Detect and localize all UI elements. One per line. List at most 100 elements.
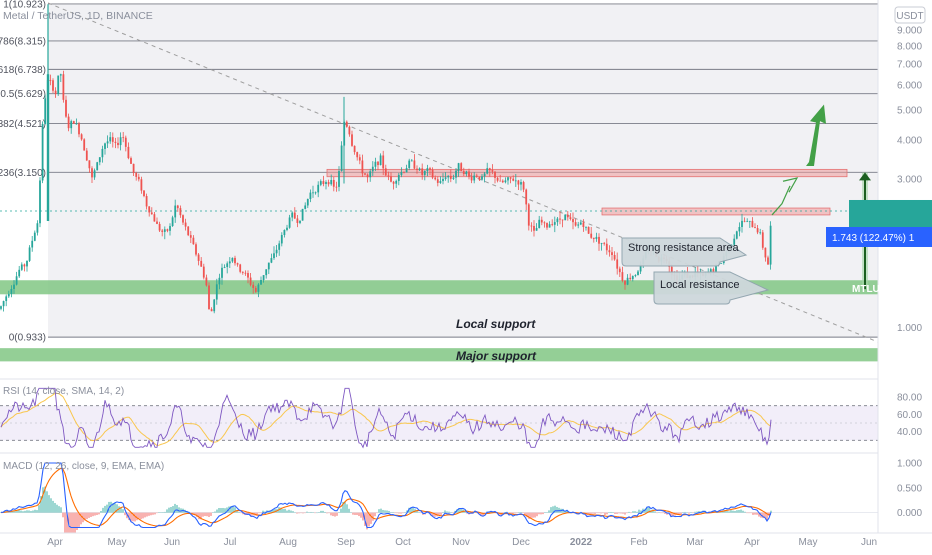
macd-hist-bar xyxy=(86,512,88,520)
macd-hist-bar xyxy=(498,512,500,515)
macd-hist-bar xyxy=(328,512,330,514)
candle-body xyxy=(104,143,106,149)
macd-hist-bar xyxy=(58,506,60,513)
macd-hist-bar xyxy=(344,501,346,513)
currency-badge[interactable]: USDT xyxy=(896,11,923,22)
macd-hist-bar xyxy=(514,512,516,514)
candle-body xyxy=(478,176,481,180)
price-label-box xyxy=(849,199,932,230)
candle-body xyxy=(507,177,509,181)
currency-badge-frame[interactable] xyxy=(894,6,926,24)
macd-hist-bar xyxy=(764,512,766,519)
candle-body xyxy=(226,263,229,267)
macd-hist-bar xyxy=(520,512,522,513)
macd-hist-bar xyxy=(214,511,216,513)
macd-hist-bar xyxy=(208,512,210,517)
macd-hist-bar xyxy=(258,512,260,514)
macd-hist-bar xyxy=(196,512,198,518)
macd-hist-bar xyxy=(312,512,314,513)
candle-body xyxy=(143,190,145,197)
candle-body xyxy=(720,263,723,264)
price-label-value: 2.368 xyxy=(896,284,921,295)
macd-hist-bar xyxy=(612,512,614,513)
macd-hist-bar xyxy=(686,512,688,514)
macd-hist-bar xyxy=(92,512,94,517)
candle-body xyxy=(39,180,41,224)
candles xyxy=(0,4,772,314)
candle-body xyxy=(270,258,273,263)
fib-label: 0.382(4.521) xyxy=(0,119,46,130)
candle-body xyxy=(158,223,161,231)
macd-hist-bar xyxy=(136,512,138,521)
macd-hist-bar xyxy=(226,507,228,513)
macd-hist-bar xyxy=(320,510,322,513)
macd-hist-bar xyxy=(126,512,128,519)
macd-hist-bar xyxy=(132,512,134,522)
x-tick-label: Feb xyxy=(630,537,648,548)
y-tick-label: 7.000 xyxy=(897,60,922,71)
macd-hist-bar xyxy=(602,512,604,514)
macd-line xyxy=(1,462,772,529)
macd-hist-bar xyxy=(596,512,598,514)
candle-body xyxy=(561,219,564,221)
candle-body xyxy=(455,170,457,178)
macd-hist-bar xyxy=(264,511,266,513)
candle-body xyxy=(70,121,73,129)
macd-hist-bar xyxy=(430,512,432,516)
macd-hist-bar xyxy=(410,507,412,513)
candle-body xyxy=(187,226,190,236)
macd-hist-bar xyxy=(272,509,274,513)
candle-body xyxy=(252,284,255,288)
candle-body xyxy=(475,175,478,177)
time-axis[interactable] xyxy=(0,533,932,550)
macd-hist-bar xyxy=(174,503,176,513)
macd-hist-bar xyxy=(758,512,760,517)
major-support-label: Major support xyxy=(456,349,537,363)
candle-body xyxy=(543,222,546,224)
candle-body xyxy=(275,249,278,254)
candle-body xyxy=(20,264,23,270)
candle-body xyxy=(114,141,117,143)
macd-hist-bar xyxy=(50,498,52,513)
macd-hist-bar xyxy=(48,495,50,513)
candle-body xyxy=(88,160,91,169)
x-tick-label: Apr xyxy=(744,537,760,548)
candle-body xyxy=(236,263,239,265)
candle-body xyxy=(317,184,320,193)
price-axis[interactable] xyxy=(878,0,932,550)
strong-resistance-callout-text: Strong resistance area xyxy=(628,242,740,254)
macd-tick-label: 0.500 xyxy=(897,483,922,494)
candle-body xyxy=(522,182,525,190)
macd-pane xyxy=(0,462,878,550)
macd-hist-bar xyxy=(280,507,282,513)
candle-body xyxy=(431,169,434,178)
macd-hist-bar xyxy=(742,510,744,513)
candle-body xyxy=(13,284,15,290)
rsi-tick-label: 80.00 xyxy=(897,393,922,404)
macd-hist-bar xyxy=(300,512,302,514)
candle-body xyxy=(249,277,252,285)
candle-body xyxy=(397,174,400,181)
candle-body xyxy=(603,243,606,244)
macd-hist-bar xyxy=(606,512,608,515)
candle-body xyxy=(314,192,317,194)
candle-body xyxy=(470,176,473,181)
macd-hist-bar xyxy=(412,507,414,513)
macd-hist-bar xyxy=(148,512,150,516)
x-tick-label: Jul xyxy=(224,537,237,548)
rsi-sma-line xyxy=(0,392,772,447)
macd-hist-bar xyxy=(200,512,202,520)
candle-body xyxy=(392,181,395,184)
macd-hist-bar xyxy=(96,512,98,516)
macd-hist-bar xyxy=(392,512,394,513)
macd-hist-bar xyxy=(146,512,148,517)
macd-hist-bar xyxy=(438,512,440,515)
candle-body xyxy=(390,176,392,182)
candle-body xyxy=(600,243,603,244)
candle-body xyxy=(356,152,359,158)
rsi-line xyxy=(0,387,772,449)
macd-hist-bar xyxy=(400,512,402,514)
measure-label-box xyxy=(826,227,932,247)
candle-body xyxy=(585,226,587,228)
macd-hist-bar xyxy=(66,512,68,546)
